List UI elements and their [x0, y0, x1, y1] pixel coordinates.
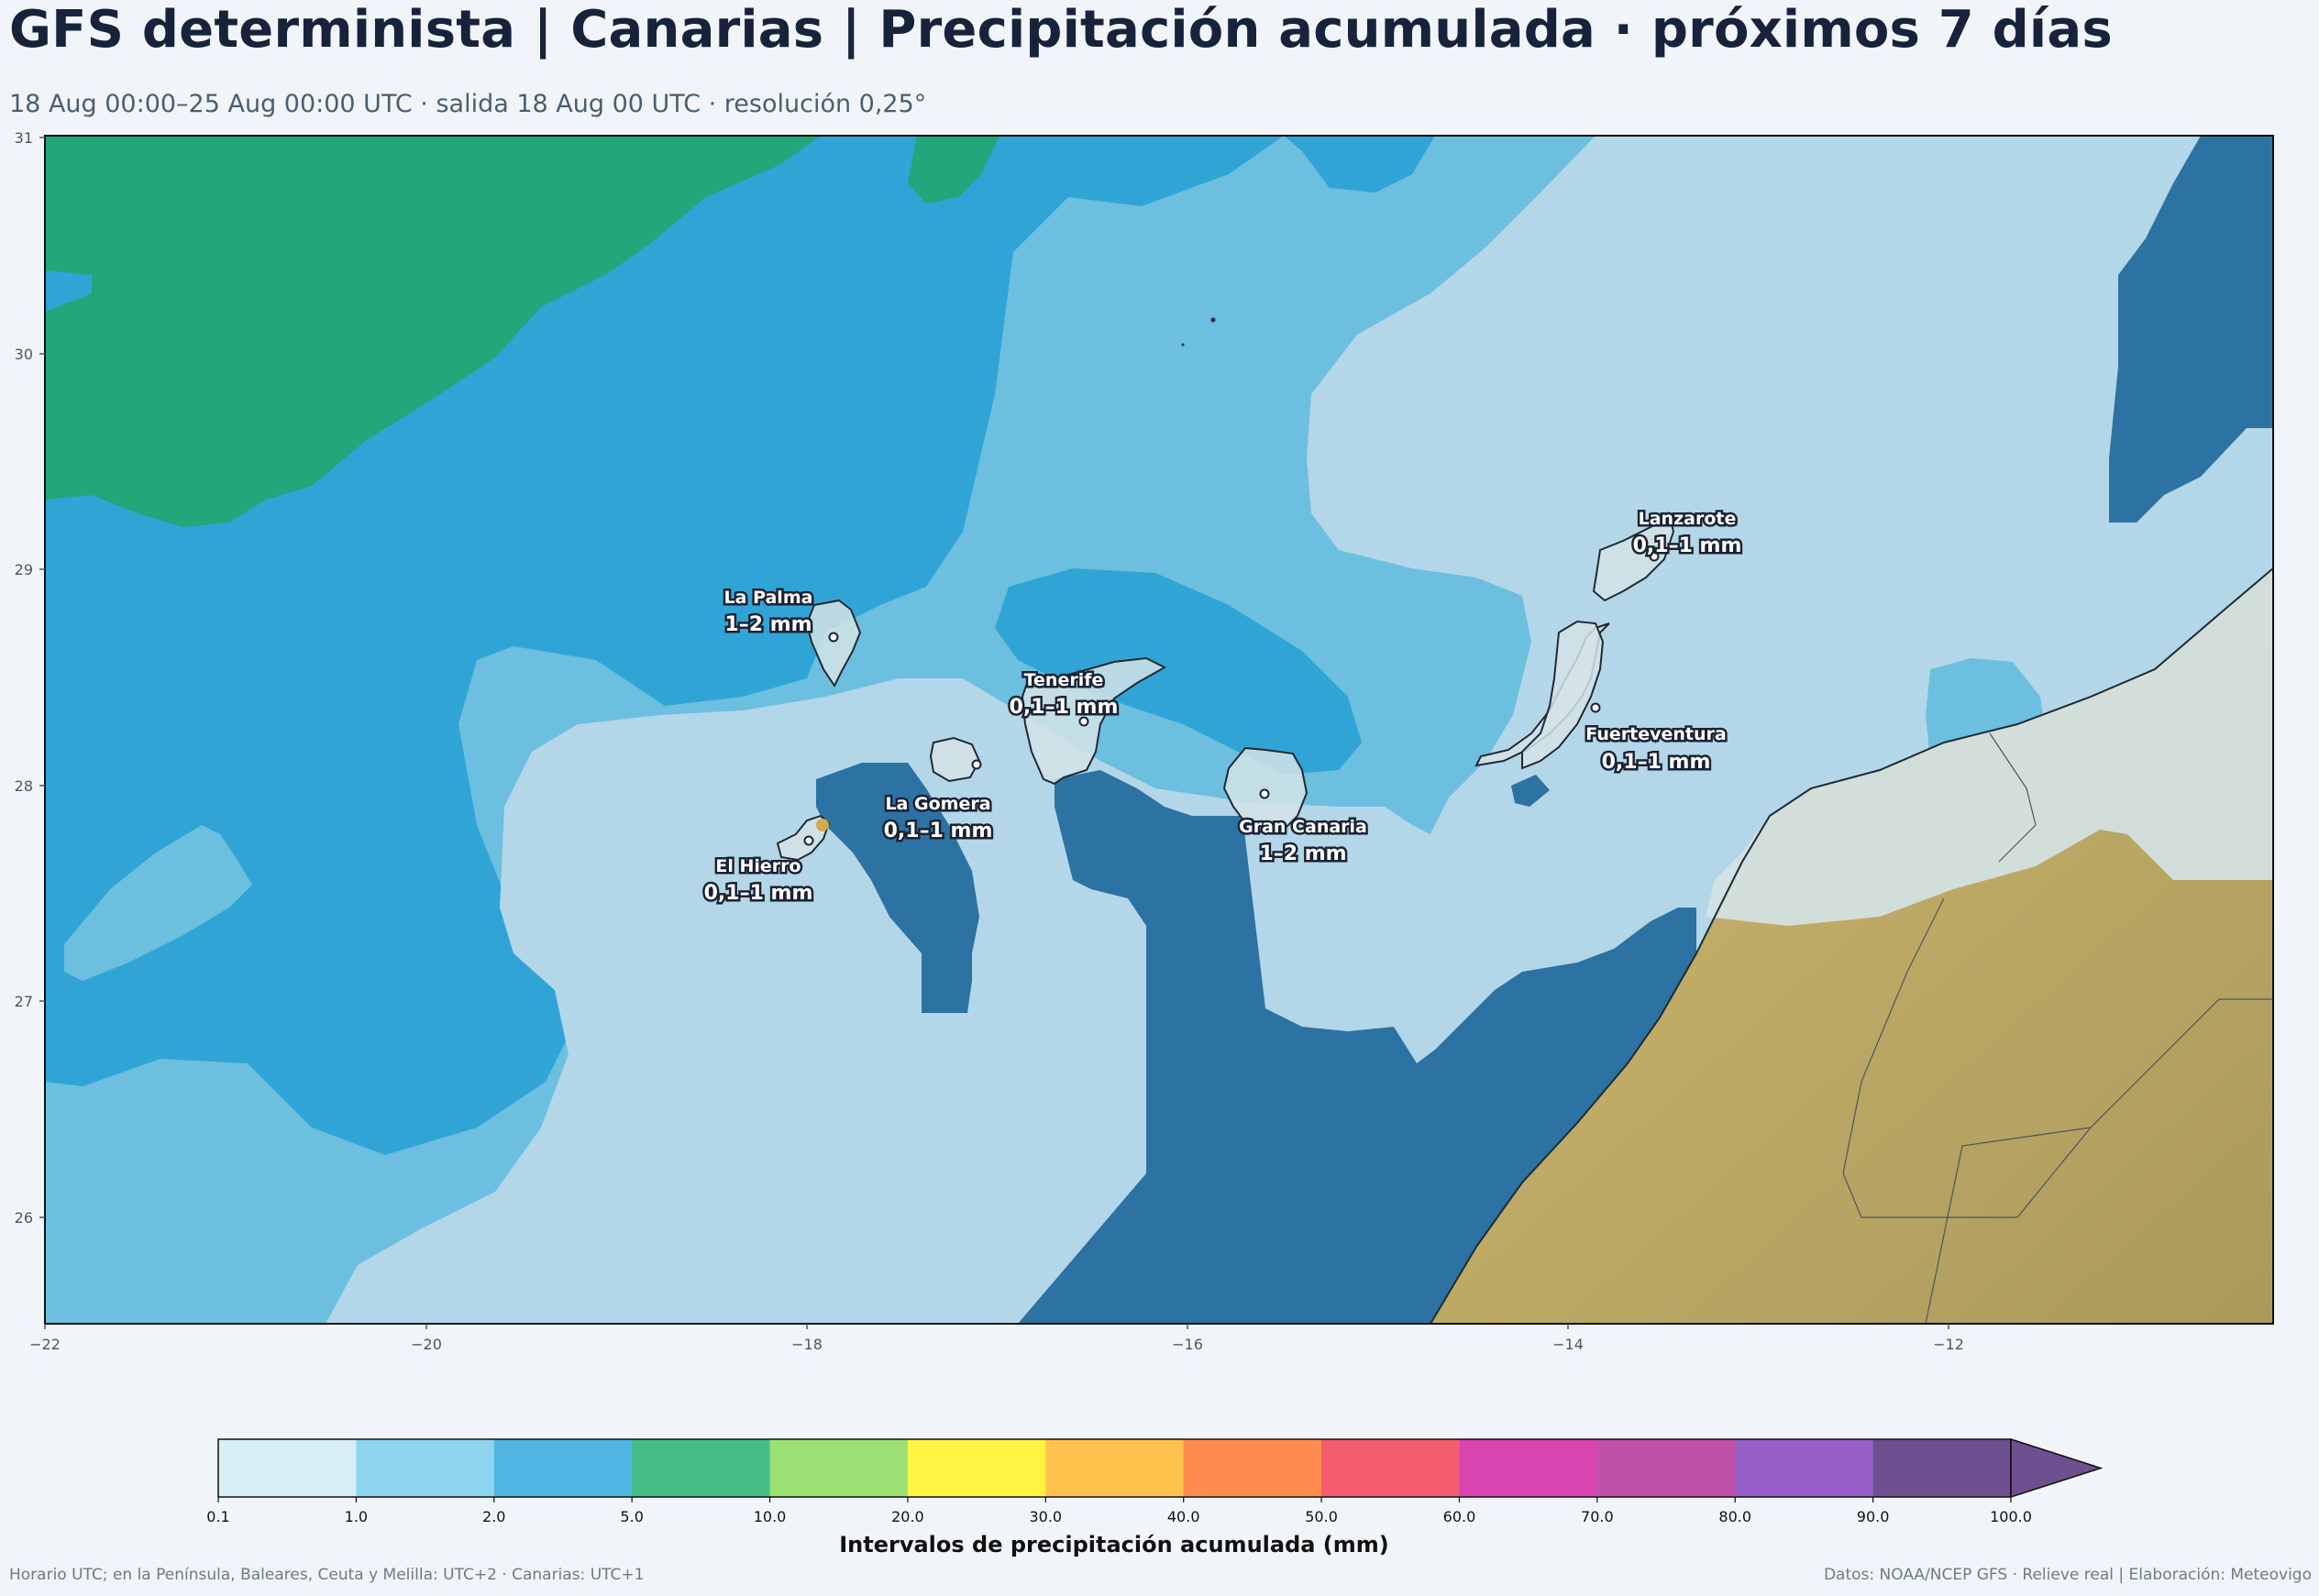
band-5-10mm: [45, 136, 821, 527]
colorbar-swatch: [493, 1439, 633, 1497]
colorbar-tick: 80.0: [1718, 1508, 1751, 1525]
label-el-hierro: El Hierro: [715, 856, 801, 876]
colorbar-frame: [217, 1438, 2012, 1498]
y-axis: [39, 137, 45, 1218]
x-tick: −20: [411, 1336, 442, 1353]
colorbar-tick: 60.0: [1443, 1508, 1476, 1525]
colorbar-tick: 5.0: [620, 1508, 643, 1525]
label-tenerife: Tenerife: [1024, 670, 1104, 690]
colorbar-swatch: [1459, 1439, 1598, 1497]
y-axis-labels: 31 30 29 28 27 26: [15, 129, 33, 1227]
capital-markers: [803, 551, 1660, 846]
label-la-palma: La Palma: [724, 588, 813, 608]
dark-region-ne: [2109, 136, 2273, 523]
x-tick: −12: [1933, 1336, 1964, 1353]
marker-fuerteventura: [1590, 702, 1601, 713]
colorbar-swatch: [1183, 1439, 1322, 1497]
colorbar-swatch: [218, 1439, 357, 1497]
colorbar-tick: 2.0: [482, 1508, 505, 1525]
colorbar-extend-arrow: [2010, 1437, 2104, 1499]
band-2-5mm-north: [1284, 136, 1435, 193]
colorbar-tick: 40.0: [1167, 1508, 1200, 1525]
label-gran-canaria: Gran Canaria: [1239, 817, 1367, 837]
dark-region-gomera: [816, 763, 979, 1013]
colorbar-swatch: [1045, 1439, 1185, 1497]
colorbar-tick: 1.0: [345, 1508, 368, 1525]
value-gran-canaria: 1–2 mm: [1259, 842, 1346, 865]
colorbar-swatch: [1596, 1439, 1736, 1497]
value-la-palma: 1–2 mm: [724, 613, 812, 636]
marker-lanzarote: [1649, 551, 1660, 562]
colorbar-swatch: [1321, 1439, 1460, 1497]
island-tenerife: [1021, 656, 1167, 786]
value-tenerife: 0,1–1 mm: [1010, 696, 1119, 719]
page-subtitle: 18 Aug 00:00–25 Aug 00:00 UTC · salida 1…: [9, 90, 927, 118]
colorbar: 0.1 1.0 2.0 5.0 10.0 20.0 30.0 40.0 50.0 60.0 70.0…: [206, 1437, 2104, 1525]
y-tick: 30: [15, 346, 33, 363]
x-axis-labels: −22 −20 −18 −16 −14 −12: [29, 1336, 1964, 1353]
label-lanzarote: Lanzarote: [1639, 509, 1737, 529]
x-tick: −22: [29, 1336, 61, 1353]
y-tick: 29: [15, 561, 33, 578]
precipitation-field: La Palma 1–2 mm Tenerife 0,1–1 mm La Gom…: [45, 136, 2273, 1324]
colorbar-tick: 50.0: [1305, 1508, 1338, 1525]
marker-gran-canaria: [1259, 788, 1270, 799]
island-fuerteventura-body: [1521, 620, 1605, 770]
dark-region-fuerteventura: [1511, 775, 1550, 807]
colorbar-tick: 90.0: [1857, 1508, 1890, 1525]
island-gomera: [929, 736, 981, 783]
border-lines: [1842, 732, 2273, 1324]
value-lanzarote: 0,1–1 mm: [1633, 534, 1742, 557]
y-tick: 26: [15, 1209, 33, 1227]
colorbar-tick: 70.0: [1581, 1508, 1614, 1525]
band-1-2mm-lobe: [64, 825, 252, 981]
colorbar-swatch: [1872, 1439, 2012, 1497]
y-tick: 27: [15, 993, 33, 1010]
island-el-hierro: [776, 814, 831, 862]
island-la-palma: [805, 599, 862, 688]
x-axis: [44, 1324, 1949, 1329]
map-frame: [44, 135, 2274, 1325]
marker-gomera: [971, 759, 982, 770]
x-tick: −16: [1172, 1336, 1203, 1353]
band-2-5mm-central: [995, 568, 1362, 775]
footer-note: Horario UTC; en la Península, Baleares, …: [9, 1566, 645, 1584]
label-gomera: La Gomera: [885, 794, 990, 814]
colorbar-swatch: [632, 1439, 771, 1497]
y-tick: 28: [15, 777, 33, 795]
marker-la-palma: [828, 632, 839, 643]
colorbar-tick: 10.0: [754, 1508, 787, 1525]
marker-el-hierro: [803, 835, 814, 846]
y-tick: 31: [15, 129, 33, 147]
band-5-10mm-north: [908, 136, 999, 204]
el-hierro-highlight: [816, 819, 829, 831]
footer-credits: Datos: NOAA/NCEP GFS · Relieve real | El…: [1823, 1566, 2312, 1584]
islet-dot: [1181, 343, 1185, 347]
island-labels: La Palma 1–2 mm Tenerife 0,1–1 mm La Gom…: [701, 507, 1744, 908]
colorbar-swatch: [356, 1439, 495, 1497]
colorbar-tick: 100.0: [1990, 1508, 2032, 1525]
value-fuerteventura: 0,1–1 mm: [1602, 751, 1711, 774]
page-title: GFS determinista | Canarias | Precipitac…: [9, 0, 2113, 60]
band-2-5mm-edge: [45, 270, 92, 312]
colorbar-tick: 20.0: [891, 1508, 924, 1525]
value-el-hierro: 0,1–1 mm: [704, 882, 813, 905]
africa-pale-overlay: [1706, 568, 2273, 926]
marker-tenerife: [1078, 716, 1089, 727]
colorbar-swatch: [769, 1439, 909, 1497]
islet-dot: [1210, 317, 1216, 323]
colorbar-tick: 0.1: [206, 1508, 229, 1525]
value-gomera: 0,1–1 mm: [884, 820, 993, 842]
colorbar-label: Intervalos de precipitación acumulada (m…: [839, 1532, 1389, 1557]
x-tick: −18: [791, 1336, 823, 1353]
africa-coastline: [1430, 567, 2273, 1324]
colorbar-swatch: [1735, 1439, 1874, 1497]
island-lanzarote: [1592, 512, 1675, 602]
colorbar-tick: 30.0: [1029, 1508, 1062, 1525]
colorbar-swatch: [907, 1439, 1046, 1497]
x-tick: −14: [1552, 1336, 1584, 1353]
label-fuerteventura: Fuerteventura: [1585, 724, 1726, 744]
